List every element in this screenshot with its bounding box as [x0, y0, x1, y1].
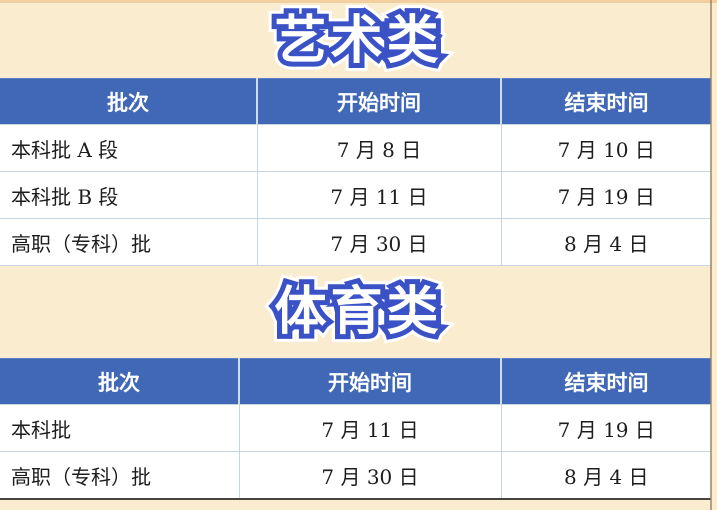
top-accent-line — [0, 0, 717, 3]
start-date-cell: 7 月 11 日 — [256, 171, 502, 219]
right-edge-line — [710, 0, 712, 510]
table-row: 本科批 B 段 7 月 11 日 7 月 19 日 — [0, 171, 711, 219]
arts-title-halo: 艺术类 — [266, 7, 446, 75]
column-header-batch: 批次 — [0, 358, 240, 405]
column-header-end-time: 结束时间 — [501, 78, 711, 125]
table-row: 高职（专科）批 7 月 30 日 8 月 4 日 — [0, 451, 711, 500]
end-date-cell: 8 月 4 日 — [500, 451, 711, 500]
column-header-start-time: 开始时间 — [239, 358, 502, 405]
table-row: 高职（专科）批 7 月 30 日 8 月 4 日 — [0, 218, 711, 266]
arts-title-outline: 艺术类 — [269, 10, 443, 72]
arts-title: 艺术类 艺术类 艺术类 — [266, 7, 446, 75]
batch-cell: 本科批 — [0, 404, 240, 452]
section-title-sports: 体育类 体育类 体育类 — [0, 266, 717, 358]
batch-cell: 本科批 B 段 — [0, 171, 258, 219]
end-date-cell: 7 月 19 日 — [500, 171, 711, 219]
table-row: 本科批 A 段 7 月 8 日 7 月 10 日 — [0, 124, 711, 172]
batch-cell: 高职（专科）批 — [0, 218, 258, 266]
arts-schedule-table: 批次 开始时间 结束时间 本科批 A 段 7 月 8 日 7 月 10 日 本科… — [0, 78, 711, 266]
sports-title-halo: 体育类 — [266, 278, 446, 346]
batch-cell: 本科批 A 段 — [0, 124, 258, 172]
start-date-cell: 7 月 8 日 — [256, 124, 502, 172]
start-date-cell: 7 月 30 日 — [256, 218, 502, 266]
sports-title-text: 体育类 — [274, 282, 443, 342]
sports-title: 体育类 体育类 体育类 — [266, 278, 446, 346]
column-header-end-time: 结束时间 — [501, 358, 711, 405]
column-header-batch: 批次 — [0, 78, 258, 125]
start-date-cell: 7 月 30 日 — [238, 451, 502, 500]
sports-schedule-table: 批次 开始时间 结束时间 本科批 7 月 11 日 7 月 19 日 高职（专科… — [0, 358, 711, 500]
sports-header-row: 批次 开始时间 结束时间 — [0, 358, 711, 405]
end-date-cell: 7 月 10 日 — [500, 124, 711, 172]
arts-header-row: 批次 开始时间 结束时间 — [0, 78, 711, 125]
start-date-cell: 7 月 11 日 — [238, 404, 502, 452]
table-row: 本科批 7 月 11 日 7 月 19 日 — [0, 404, 711, 452]
sports-title-outline: 体育类 — [269, 281, 443, 343]
batch-cell: 高职（专科）批 — [0, 451, 240, 500]
arts-title-text: 艺术类 — [274, 10, 443, 71]
end-date-cell: 7 月 19 日 — [500, 404, 711, 452]
section-title-arts: 艺术类 艺术类 艺术类 — [0, 3, 717, 78]
column-header-start-time: 开始时间 — [257, 78, 502, 125]
end-date-cell: 8 月 4 日 — [500, 218, 711, 266]
